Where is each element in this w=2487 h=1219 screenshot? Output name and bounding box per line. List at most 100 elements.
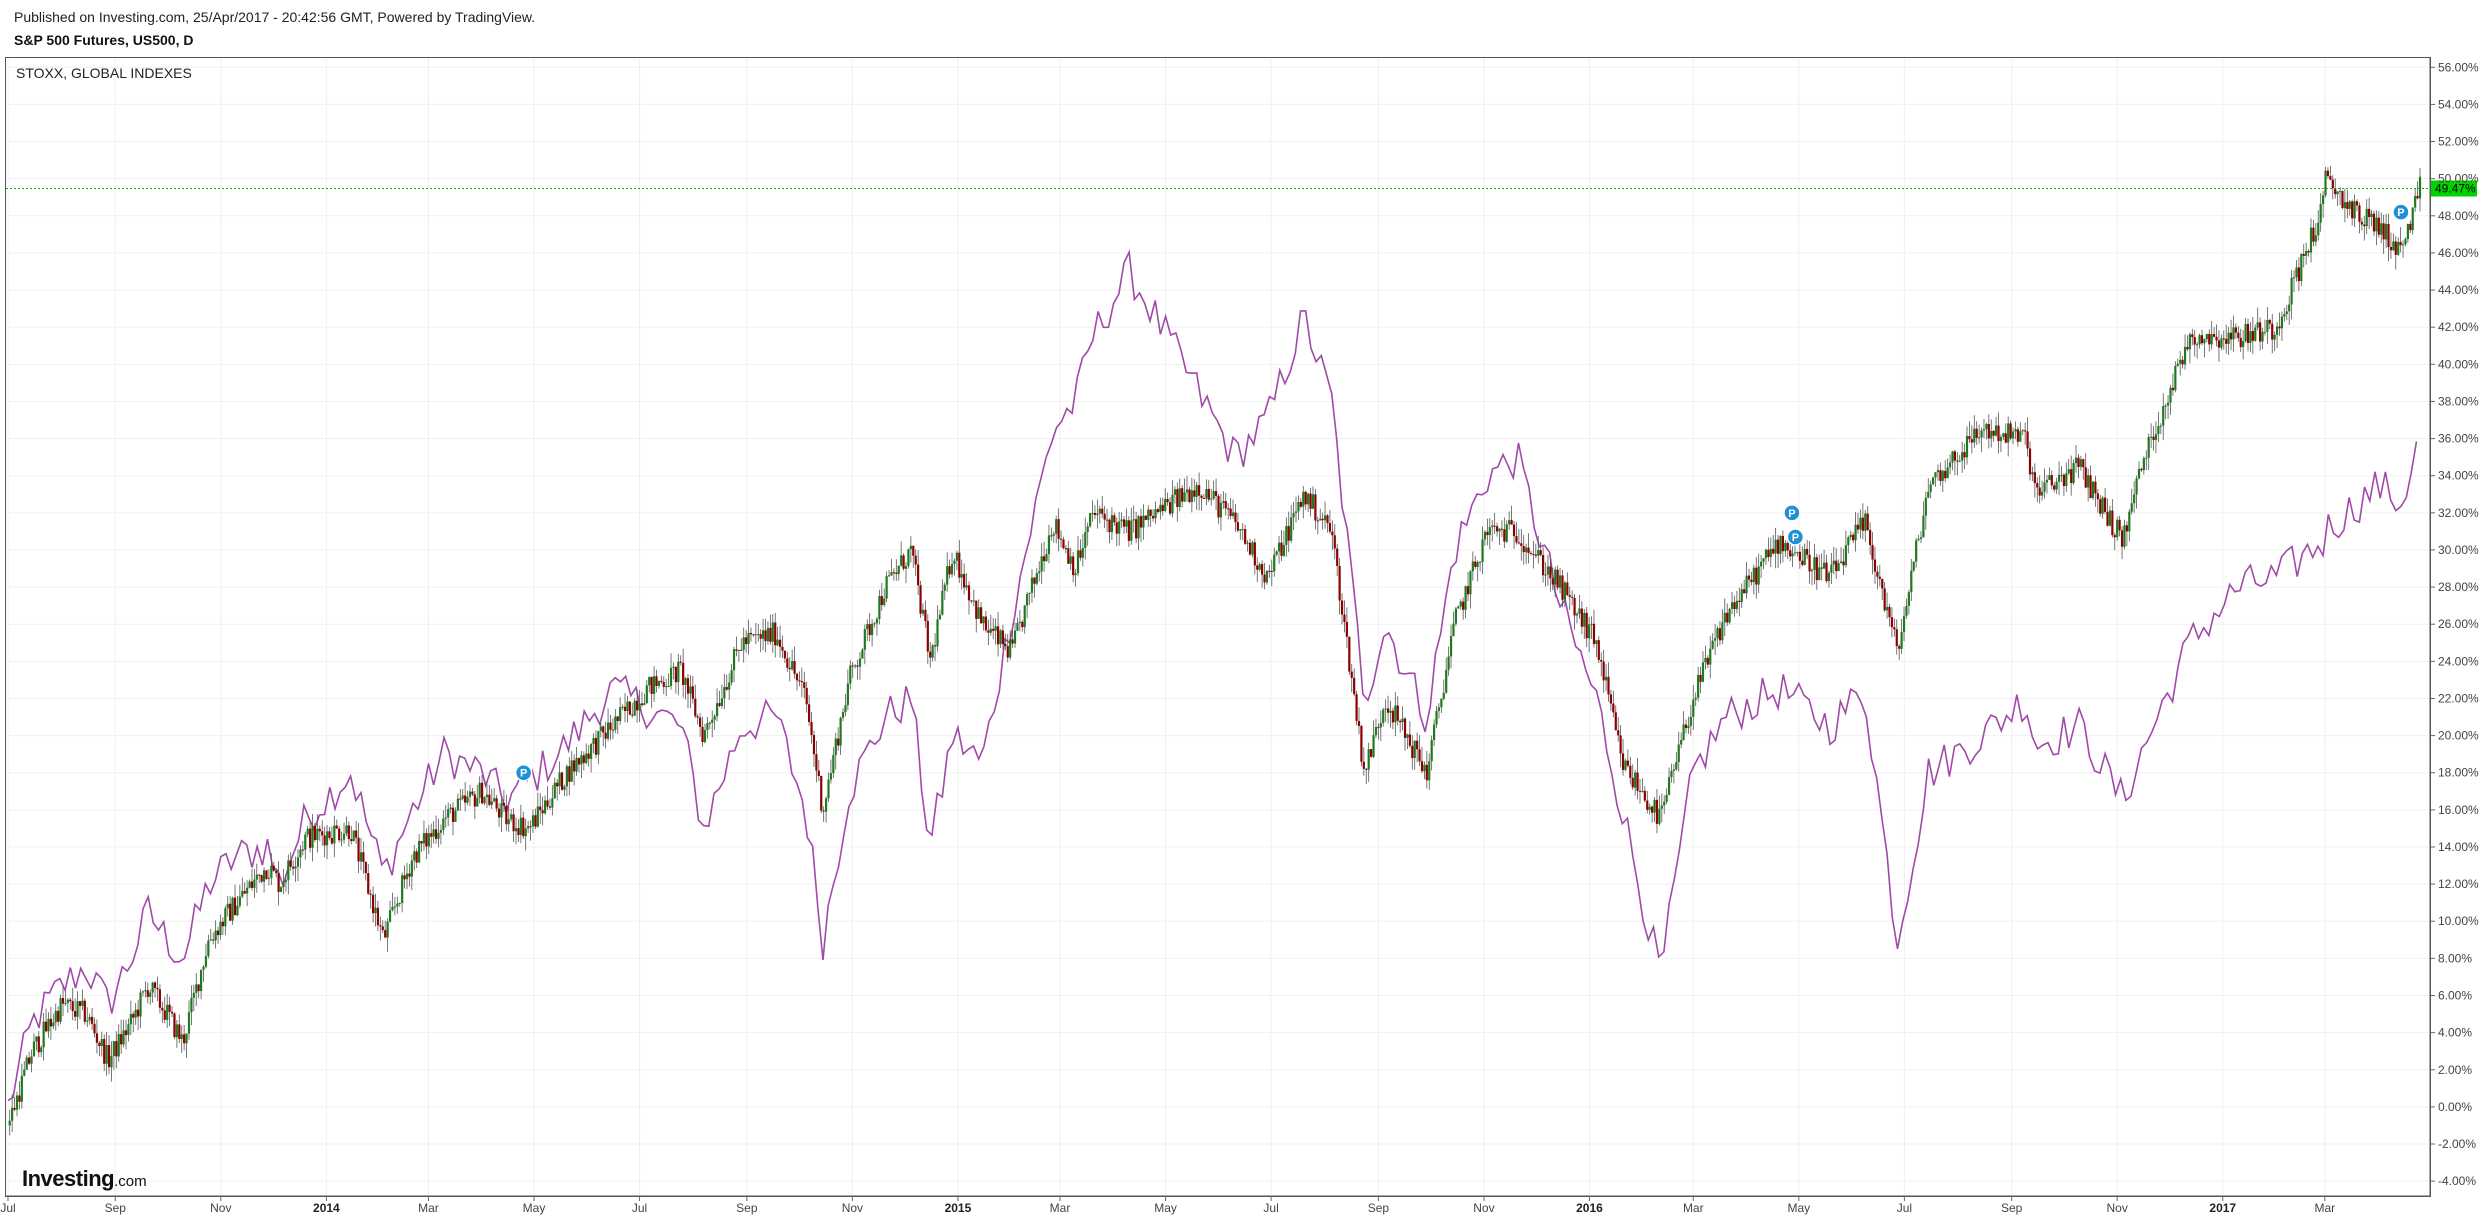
candle bbox=[1583, 609, 1586, 639]
candle bbox=[1023, 604, 1026, 634]
candle bbox=[1755, 557, 1758, 599]
candle bbox=[2004, 423, 2007, 444]
candle bbox=[1515, 521, 1518, 545]
candle bbox=[938, 609, 942, 620]
candle bbox=[921, 603, 925, 617]
event-marker-icon[interactable] bbox=[1786, 528, 1805, 546]
candle bbox=[1961, 441, 1964, 473]
candle bbox=[590, 742, 593, 773]
candle bbox=[1876, 565, 1879, 590]
candle bbox=[1440, 698, 1443, 714]
candle bbox=[1212, 480, 1215, 501]
candle bbox=[2089, 465, 2092, 499]
candle bbox=[384, 920, 387, 939]
candle bbox=[1558, 568, 1562, 594]
candle bbox=[822, 806, 825, 822]
candle bbox=[1508, 511, 1511, 530]
candle bbox=[837, 727, 840, 751]
candle bbox=[255, 863, 258, 893]
candle bbox=[420, 840, 423, 852]
candle bbox=[2111, 499, 2114, 538]
candle bbox=[926, 614, 929, 664]
event-marker[interactable]: P bbox=[2392, 203, 2410, 221]
y-tick-label: 6.00% bbox=[2438, 989, 2472, 1003]
candle bbox=[1614, 705, 1617, 731]
candle bbox=[2096, 489, 2099, 513]
candle bbox=[1481, 526, 1484, 574]
published-caption: Published on Investing.com, 25/Apr/2017 … bbox=[14, 9, 536, 25]
event-marker[interactable]: P bbox=[1786, 528, 1805, 546]
event-marker-icon[interactable] bbox=[2392, 203, 2410, 221]
candle bbox=[1491, 520, 1494, 542]
candle bbox=[1658, 795, 1661, 826]
candle bbox=[1747, 568, 1751, 588]
candle bbox=[1919, 531, 1923, 544]
candle bbox=[1907, 589, 1910, 615]
candle bbox=[1539, 541, 1542, 557]
candle bbox=[1575, 611, 1579, 624]
candle bbox=[875, 616, 879, 636]
candle bbox=[958, 539, 961, 583]
candle bbox=[1464, 585, 1467, 619]
candle bbox=[1190, 477, 1193, 513]
candle bbox=[1052, 531, 1055, 543]
candle bbox=[1617, 717, 1620, 742]
candle bbox=[1105, 508, 1109, 533]
candle bbox=[1248, 538, 1252, 556]
candle bbox=[292, 860, 295, 876]
candle bbox=[967, 581, 971, 615]
candle bbox=[439, 824, 443, 845]
candle bbox=[1873, 546, 1877, 584]
candle bbox=[1801, 546, 1804, 567]
candle bbox=[2377, 211, 2380, 238]
candle bbox=[2329, 165, 2332, 181]
candle bbox=[2261, 327, 2264, 350]
candle bbox=[1321, 512, 1324, 530]
candle bbox=[246, 880, 249, 907]
candle bbox=[1842, 548, 1845, 576]
x-axis[interactable]: Jul Sep Nov 2014 Mar May Jul Sep Nov 2015 Mar May Ju… bbox=[0, 1195, 2430, 1215]
candle bbox=[2072, 459, 2075, 485]
candle bbox=[1503, 517, 1506, 548]
candle bbox=[127, 1018, 130, 1042]
candle bbox=[1987, 414, 1990, 449]
candle bbox=[771, 614, 774, 653]
candle bbox=[1147, 505, 1150, 527]
candle bbox=[994, 618, 997, 645]
candle bbox=[1234, 504, 1237, 532]
candle bbox=[1030, 569, 1034, 603]
candle bbox=[1588, 617, 1591, 653]
candle bbox=[839, 716, 842, 755]
candle bbox=[970, 600, 973, 604]
candle bbox=[224, 905, 227, 936]
candle bbox=[2193, 329, 2196, 357]
candle bbox=[2067, 458, 2070, 475]
candle bbox=[451, 802, 455, 836]
candle bbox=[1389, 700, 1392, 728]
event-marker-icon[interactable] bbox=[514, 763, 533, 782]
candle bbox=[977, 599, 980, 619]
candle bbox=[824, 796, 828, 823]
candle bbox=[1224, 493, 1227, 516]
candle bbox=[1459, 599, 1462, 610]
candle bbox=[805, 681, 808, 713]
y-axis[interactable]: 56.00% 54.00% 52.00% 50.00% 48.00% 46.00% 44.0… bbox=[2429, 58, 2479, 1196]
candle bbox=[74, 998, 77, 1021]
candle bbox=[2234, 323, 2237, 339]
chart-frame[interactable] bbox=[5, 57, 2431, 1197]
candle bbox=[359, 837, 363, 871]
candle bbox=[2050, 470, 2053, 490]
event-marker[interactable]: P bbox=[1783, 504, 1801, 522]
event-marker-icon[interactable] bbox=[1783, 504, 1801, 522]
event-marker[interactable]: P bbox=[514, 763, 533, 782]
candle bbox=[40, 1045, 43, 1058]
candle bbox=[49, 1007, 53, 1040]
candle bbox=[1035, 567, 1038, 586]
logo-suffix-text: .com bbox=[114, 1173, 147, 1190]
candle bbox=[204, 943, 208, 969]
candle bbox=[679, 655, 682, 666]
candle bbox=[1222, 491, 1225, 510]
candle bbox=[103, 1034, 106, 1072]
